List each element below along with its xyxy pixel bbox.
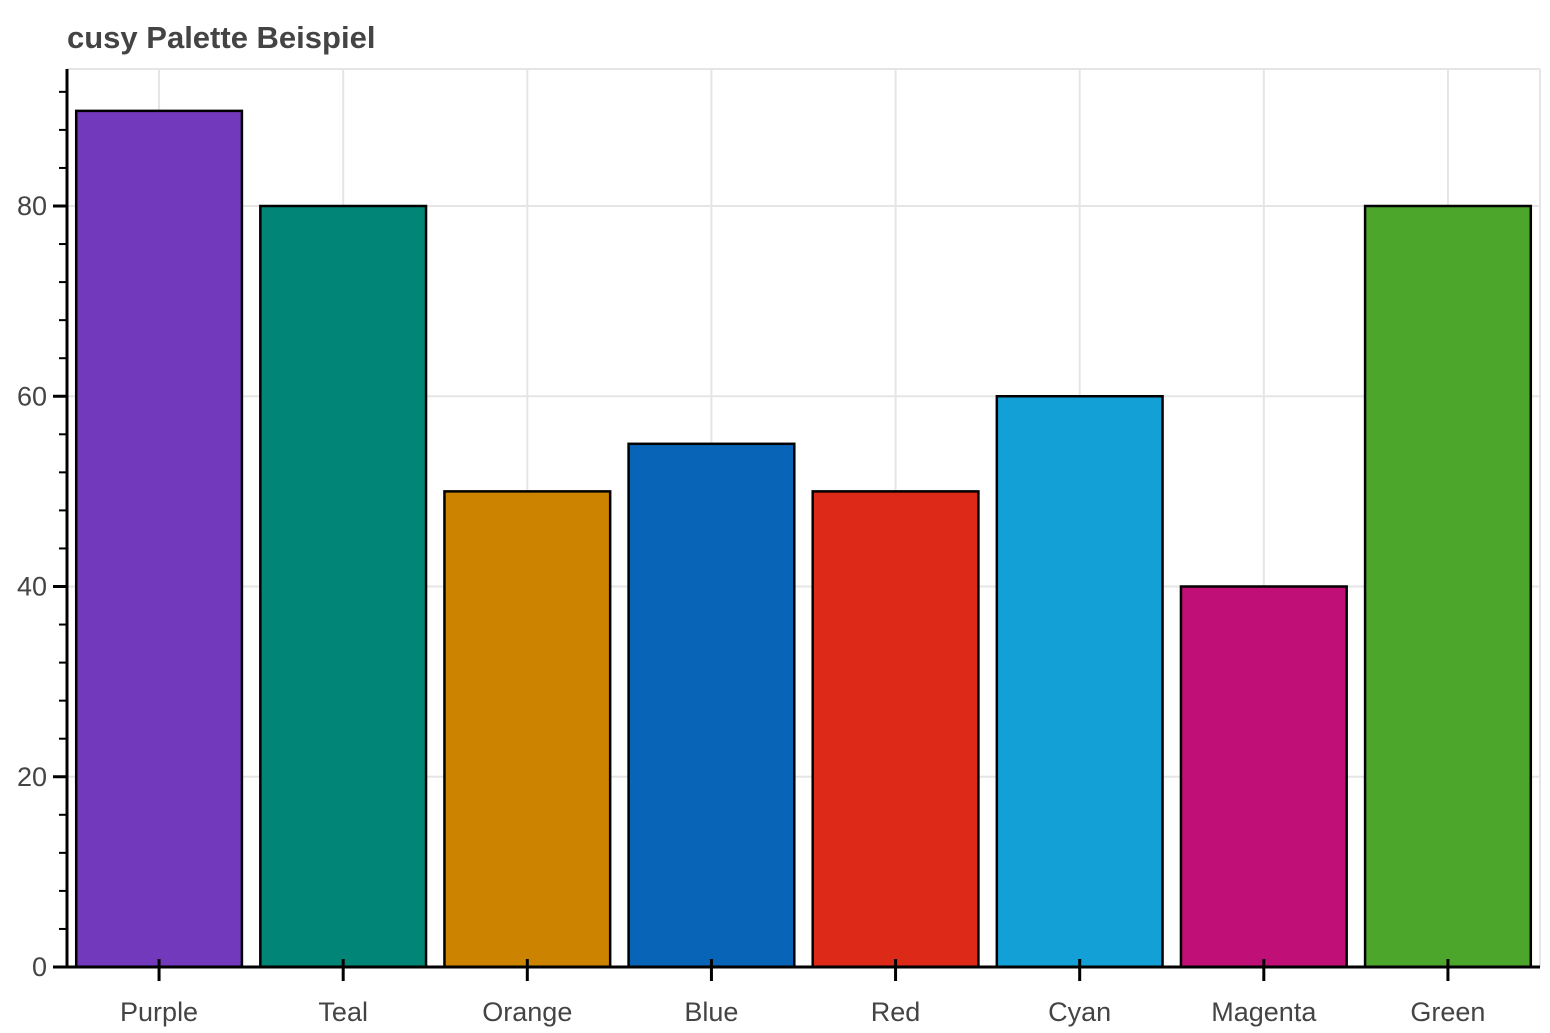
y-tick-label: 40: [17, 572, 47, 602]
x-tick-label-teal: Teal: [318, 997, 368, 1027]
axes: [53, 69, 1540, 981]
bar-red: [811, 490, 980, 969]
bars: [74, 109, 1533, 969]
bar-cyan: [995, 395, 1164, 969]
y-tick-label: 80: [17, 191, 47, 221]
y-tick-label: 60: [17, 381, 47, 411]
x-tick-label-red: Red: [871, 997, 921, 1027]
chart-title: cusy Palette Beispiel: [67, 20, 375, 55]
x-tick-label-cyan: Cyan: [1048, 997, 1111, 1027]
y-tick-label: 0: [32, 952, 47, 982]
x-tick-label-magenta: Magenta: [1211, 997, 1317, 1027]
bar-blue: [627, 442, 796, 969]
bar-magenta: [1179, 585, 1348, 969]
x-tick-label-green: Green: [1410, 997, 1485, 1027]
x-tick-label-orange: Orange: [482, 997, 572, 1027]
bar-purple: [74, 109, 244, 969]
tick-labels: 0 20 40 60 80 Purple Teal Orange Blue Red Cyan Mage…: [17, 191, 1486, 1027]
x-tick-label-purple: Purple: [120, 997, 198, 1027]
bar-teal: [259, 204, 428, 969]
x-tick-label-blue: Blue: [684, 997, 738, 1027]
bar-green: [1363, 204, 1533, 969]
bar-orange: [443, 490, 612, 969]
y-tick-label: 20: [17, 762, 47, 792]
